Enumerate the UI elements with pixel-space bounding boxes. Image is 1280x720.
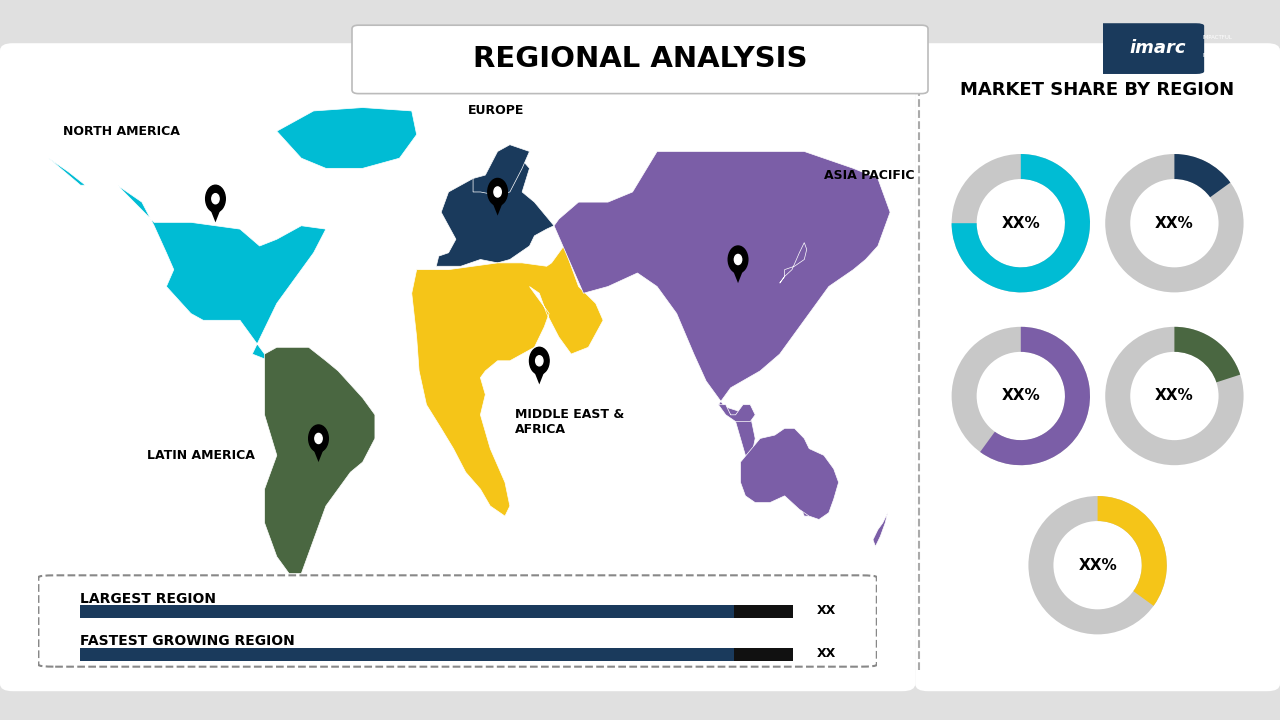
Polygon shape <box>412 246 603 516</box>
Polygon shape <box>554 151 890 516</box>
Circle shape <box>308 425 328 452</box>
Text: XX: XX <box>817 604 836 617</box>
Text: FASTEST GROWING REGION: FASTEST GROWING REGION <box>81 634 296 649</box>
Text: XX%: XX% <box>1001 216 1041 230</box>
Text: NORTH AMERICA: NORTH AMERICA <box>64 125 180 138</box>
FancyBboxPatch shape <box>0 43 915 691</box>
Polygon shape <box>873 513 888 546</box>
Wedge shape <box>1097 496 1167 606</box>
Wedge shape <box>951 154 1091 292</box>
Circle shape <box>488 179 507 205</box>
Circle shape <box>735 254 741 264</box>
Circle shape <box>535 356 543 366</box>
Text: LATIN AMERICA: LATIN AMERICA <box>147 449 255 462</box>
FancyBboxPatch shape <box>1096 23 1204 74</box>
Text: XX%: XX% <box>1078 558 1117 572</box>
Text: ASIA PACIFIC: ASIA PACIFIC <box>824 168 914 181</box>
Text: XX%: XX% <box>1155 389 1194 403</box>
Polygon shape <box>718 405 755 422</box>
Text: XX: XX <box>817 647 836 660</box>
Polygon shape <box>780 243 806 283</box>
Text: imarc: imarc <box>1129 38 1185 56</box>
Text: EUROPE: EUROPE <box>468 104 525 117</box>
Polygon shape <box>740 428 838 520</box>
Wedge shape <box>951 154 1091 292</box>
Polygon shape <box>49 158 326 361</box>
Text: MIDDLE EAST &
AFRICA: MIDDLE EAST & AFRICA <box>515 408 625 436</box>
FancyBboxPatch shape <box>38 575 877 667</box>
Polygon shape <box>209 204 223 222</box>
Text: IMPACTFUL: IMPACTFUL <box>1203 35 1233 40</box>
FancyBboxPatch shape <box>352 25 928 94</box>
Text: XX%: XX% <box>1155 216 1194 230</box>
Polygon shape <box>490 197 504 215</box>
Polygon shape <box>276 107 417 168</box>
Wedge shape <box>1105 154 1244 292</box>
Wedge shape <box>951 327 1091 465</box>
Polygon shape <box>265 347 375 574</box>
Text: REGIONAL ANALYSIS: REGIONAL ANALYSIS <box>472 45 808 73</box>
Circle shape <box>530 347 549 374</box>
Wedge shape <box>1175 327 1240 382</box>
FancyBboxPatch shape <box>81 606 751 618</box>
Text: XX%: XX% <box>1001 389 1041 403</box>
Text: LARGEST REGION: LARGEST REGION <box>81 592 216 606</box>
Text: MARKET SHARE BY REGION: MARKET SHARE BY REGION <box>960 81 1234 99</box>
Circle shape <box>206 185 225 212</box>
Circle shape <box>211 194 219 204</box>
FancyBboxPatch shape <box>735 648 794 661</box>
FancyBboxPatch shape <box>915 43 1280 691</box>
Polygon shape <box>311 444 326 462</box>
Circle shape <box>728 246 748 273</box>
Polygon shape <box>731 264 745 283</box>
Polygon shape <box>532 366 547 384</box>
Wedge shape <box>1175 154 1230 197</box>
Wedge shape <box>1105 327 1244 465</box>
Polygon shape <box>436 151 554 266</box>
Text: INSIGHTS: INSIGHTS <box>1203 53 1229 58</box>
FancyBboxPatch shape <box>81 648 751 661</box>
Wedge shape <box>1028 496 1167 634</box>
Circle shape <box>315 433 323 444</box>
FancyBboxPatch shape <box>735 606 794 618</box>
Wedge shape <box>980 327 1091 465</box>
Polygon shape <box>474 145 530 195</box>
Circle shape <box>494 187 502 197</box>
